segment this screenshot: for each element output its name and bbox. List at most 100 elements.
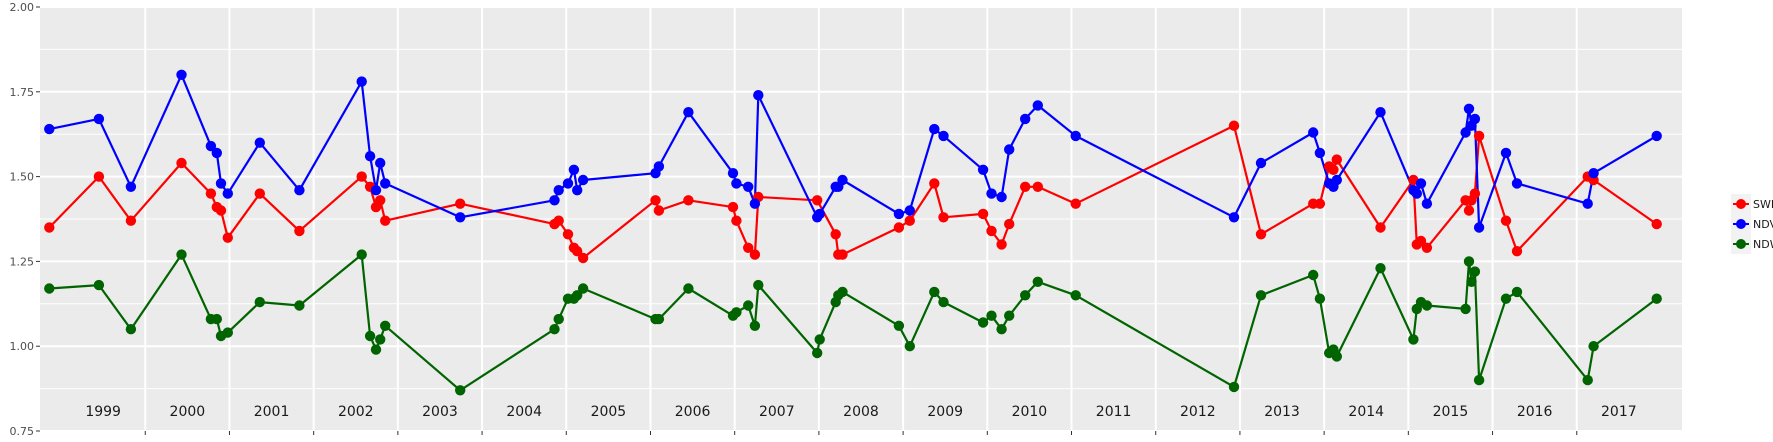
data-point-swir [830, 229, 841, 240]
data-point-swir [1032, 181, 1044, 192]
data-point-ndvi [1588, 168, 1599, 179]
data-point-ndwi [1463, 256, 1475, 267]
data-point-ndwi [93, 279, 105, 291]
data-point-ndwi [1466, 276, 1477, 287]
data-point-ndwi [1588, 341, 1599, 352]
data-point-ndwi [743, 300, 754, 311]
data-point-ndvi [44, 123, 55, 135]
data-point-swir [986, 225, 997, 237]
year-label: 2008 [843, 404, 879, 420]
data-point-swir [562, 229, 574, 240]
data-point-swir [1070, 198, 1081, 209]
data-point-ndwi [549, 324, 560, 335]
data-point-ndwi [455, 385, 466, 396]
data-point-swir [254, 188, 265, 199]
data-point-swir [380, 215, 391, 226]
data-point-swir [743, 242, 754, 253]
data-point-swir [1469, 188, 1481, 199]
data-point-ndwi [1500, 293, 1512, 304]
data-point-ndvi [577, 174, 589, 186]
data-point-swir [572, 246, 583, 257]
data-point-swir [1375, 222, 1386, 233]
year-label: 2005 [591, 404, 627, 420]
data-point-ndvi [1308, 127, 1319, 138]
data-point-swir [683, 195, 694, 206]
data-point-ndwi [977, 317, 989, 328]
data-point-ndvi [93, 113, 105, 125]
data-point-ndvi [1004, 144, 1015, 155]
data-point-ndvi [814, 208, 825, 220]
data-point-ndvi [731, 178, 742, 189]
data-point-ndwi [904, 341, 915, 352]
data-point-swir [893, 222, 905, 233]
data-point-ndwi [1460, 303, 1471, 315]
data-point-ndvi [986, 188, 997, 199]
year-label: 2006 [675, 404, 711, 420]
data-point-swir [176, 157, 187, 169]
data-point-ndwi [1004, 310, 1015, 321]
data-point-ndvi [996, 191, 1007, 203]
data-point-ndwi [1314, 293, 1326, 304]
data-point-ndvi [211, 147, 222, 159]
data-point-swir [812, 195, 823, 206]
data-point-ndvi [215, 178, 227, 189]
data-point-swir [375, 195, 386, 206]
year-label: 2011 [1096, 404, 1132, 420]
data-point-ndwi [1473, 374, 1485, 386]
data-point-ndvi [1070, 130, 1081, 142]
data-point-ndvi [562, 178, 574, 189]
data-point-ndvi [1511, 178, 1523, 189]
data-point-ndvi [837, 174, 848, 186]
y-tick-label: 1.75 [10, 86, 35, 99]
data-point-swir [938, 212, 949, 223]
year-label: 2016 [1517, 404, 1553, 420]
year-label: 2014 [1348, 404, 1384, 420]
data-point-swir [356, 171, 367, 182]
data-point-ndwi [1070, 290, 1081, 301]
data-point-ndwi [294, 300, 305, 311]
data-point-ndwi [1408, 334, 1419, 345]
data-point-ndwi [211, 313, 222, 325]
y-tick-label: 1.50 [10, 171, 35, 184]
data-point-ndwi [1651, 293, 1662, 304]
year-label: 2007 [759, 404, 795, 420]
data-point-ndvi [1228, 212, 1240, 223]
data-point-swir [1500, 215, 1512, 226]
data-point-ndvi [364, 151, 376, 162]
legend: SWIR NDVI NDWI [1731, 194, 1773, 254]
data-point-swir [1651, 218, 1662, 230]
data-point-ndvi [904, 205, 915, 216]
data-point-ndwi [812, 347, 823, 359]
data-point-ndwi [577, 283, 589, 294]
data-point-ndwi [996, 324, 1007, 335]
data-point-swir [977, 208, 989, 220]
data-point-ndwi [553, 313, 564, 325]
data-point-swir [1511, 246, 1523, 257]
data-point-ndvi [1460, 127, 1471, 138]
data-point-ndwi [986, 310, 997, 321]
y-tick-label: 2.00 [10, 1, 35, 14]
data-point-ndwi [938, 296, 949, 308]
data-point-ndvi [1032, 100, 1044, 111]
data-point-ndvi [1469, 113, 1481, 125]
data-point-swir [222, 232, 233, 243]
data-point-ndvi [380, 178, 391, 189]
data-point-ndwi [176, 249, 187, 260]
data-point-ndvi [753, 90, 764, 101]
year-label: 2012 [1180, 404, 1216, 420]
y-tick-label: 1.00 [10, 340, 35, 353]
data-point-swir [553, 215, 564, 226]
data-point-ndvi [205, 140, 217, 152]
data-point-ndvi [653, 161, 665, 172]
data-point-swir [205, 188, 217, 199]
year-label: 2017 [1601, 404, 1637, 420]
legend-key-point [1736, 219, 1746, 229]
data-point-ndwi [1032, 276, 1044, 287]
data-point-ndwi [380, 320, 391, 331]
data-point-swir [294, 225, 305, 237]
legend-label-swir: SWIR [1753, 198, 1773, 211]
data-point-ndvi [1331, 174, 1343, 186]
data-point-ndvi [1463, 103, 1475, 115]
year-labels: 1999 2000 2001 2002 2003 2004 2005 2006 2007 2008… [85, 404, 1636, 420]
y-axis: 0.75 1.00 1.25 1.50 1.75 2.00 [10, 1, 40, 438]
